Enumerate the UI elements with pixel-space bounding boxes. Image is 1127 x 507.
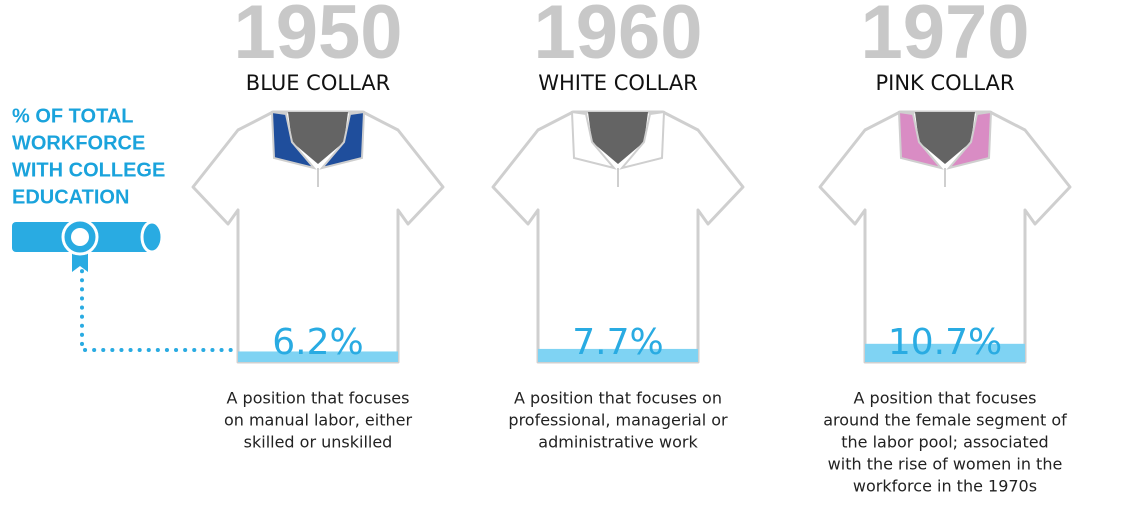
legend-line: EDUCATION [12,186,129,208]
legend-line: % OF TOTAL [12,105,133,127]
legend-line: WITH COLLEGE [12,159,165,181]
year: 1960 [533,0,702,75]
description-line: around the female segment of [823,411,1067,430]
description-line: A position that focuses [227,389,410,408]
year: 1970 [860,0,1029,75]
percent-label: 7.7% [572,322,663,363]
description-line: workforce in the 1970s [853,477,1037,496]
description-line: skilled or unskilled [244,433,393,452]
description-line: on manual labor, either [224,411,413,430]
collar-title: BLUE COLLAR [246,71,390,95]
diploma-icon [12,220,245,350]
description-line: administrative work [538,433,698,452]
description-line: the labor pool; associated [841,433,1048,452]
year: 1950 [233,0,402,75]
legend-line: WORKFORCE [12,132,145,154]
percent-label: 6.2% [272,322,363,363]
description-line: A position that focuses on [514,389,722,408]
infographic: % OF TOTAL WORKFORCE WITH COLLEGE EDUCATION… [0,0,1127,507]
description-line: A position that focuses [854,389,1037,408]
percent-label: 10.7% [888,322,1002,363]
collar-title: PINK COLLAR [875,71,1014,95]
collar-title: WHITE COLLAR [538,71,698,95]
description-line: with the rise of women in the [828,455,1063,474]
description-line: professional, managerial or [508,411,728,430]
